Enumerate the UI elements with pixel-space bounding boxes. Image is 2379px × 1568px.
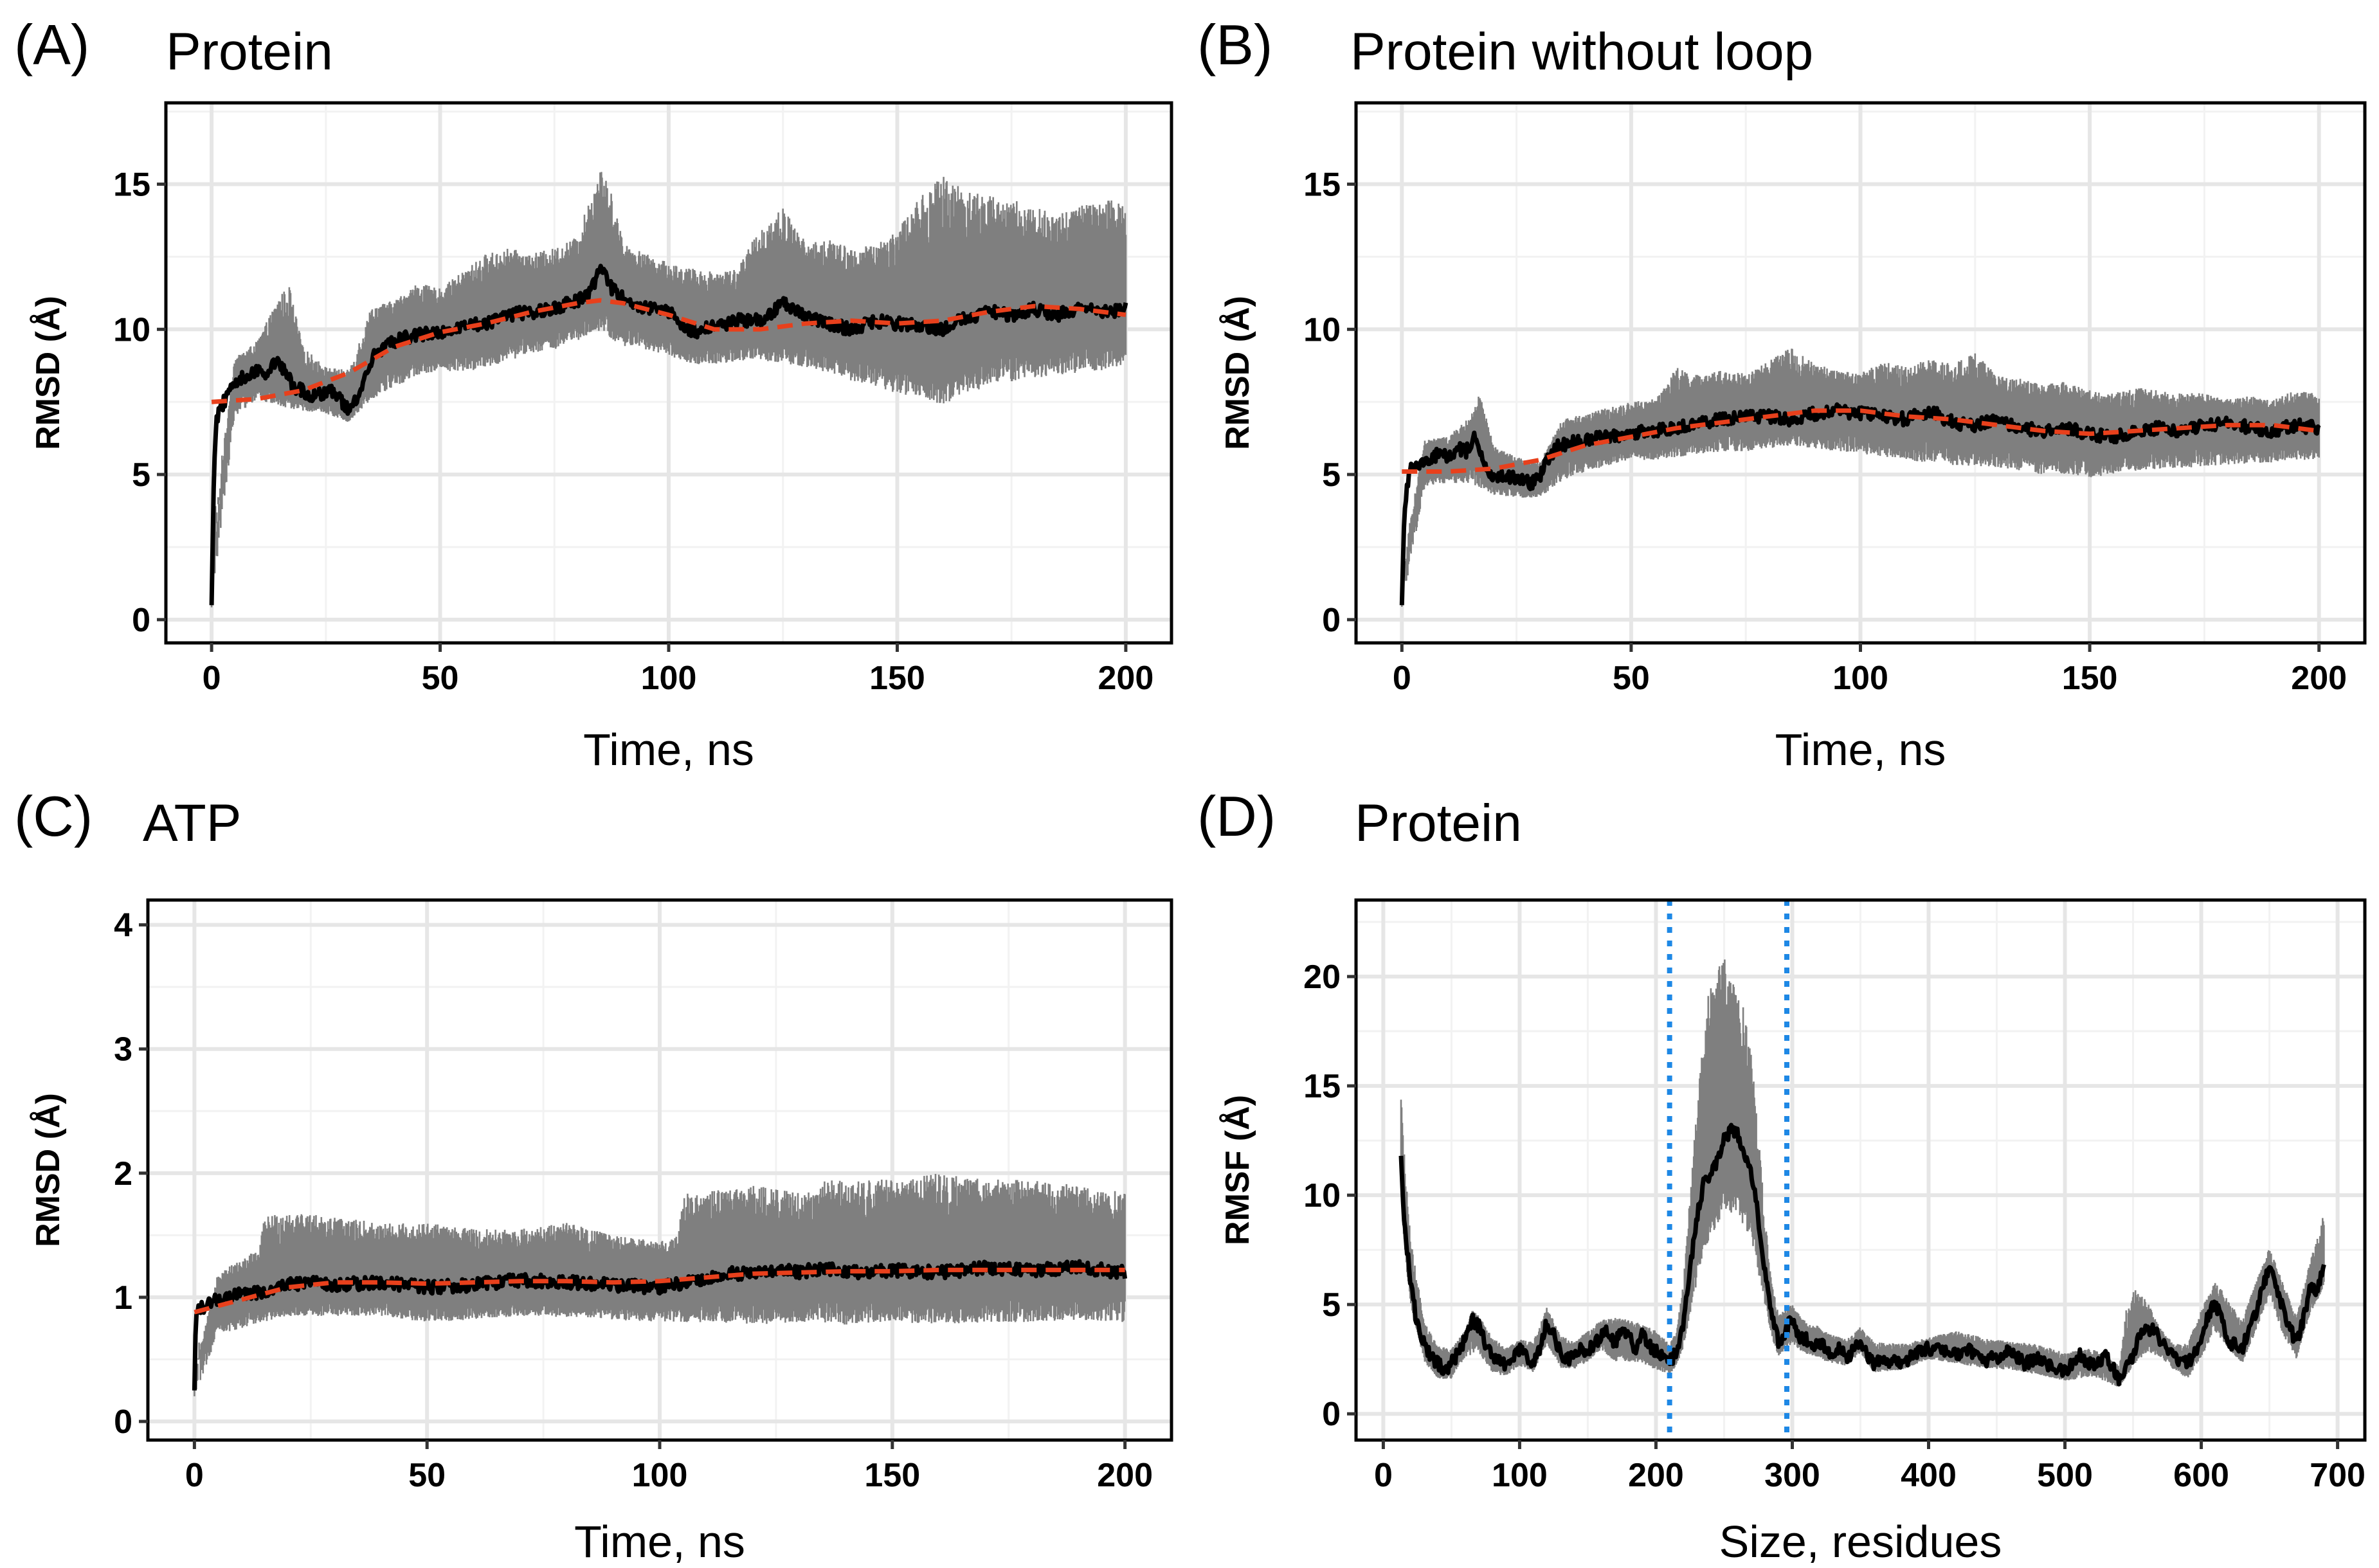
spread-band — [1400, 959, 2325, 1387]
y-tick-label: 10 — [1303, 1177, 1341, 1214]
plot-area — [192, 1174, 1128, 1396]
panel-title: Protein — [166, 23, 333, 81]
y-tick-label: 1 — [114, 1279, 132, 1317]
x-axis-title: Size, residues — [1719, 1517, 2002, 1567]
fit-line — [1402, 408, 2320, 474]
y-axis-title: RMSF (Å) — [1219, 1095, 1256, 1245]
plot-area — [1398, 900, 2326, 1440]
mean-line — [1398, 1122, 2326, 1387]
panel-letter: (B) — [1197, 13, 1272, 77]
x-tick-label: 150 — [2062, 660, 2118, 697]
plot-area — [1399, 348, 2321, 607]
y-tick-label: 0 — [1322, 602, 1341, 639]
plot-area — [209, 172, 1128, 608]
x-axis-title: Time, ns — [583, 725, 754, 775]
x-tick-label: 100 — [641, 660, 697, 697]
panel-letter: (A) — [14, 13, 89, 77]
x-tick-label: 100 — [632, 1457, 688, 1494]
x-axis-title: Time, ns — [574, 1517, 745, 1567]
y-axis-title: RMSD (Å) — [30, 1093, 67, 1247]
y-tick-label: 10 — [1303, 311, 1341, 348]
y-tick-label: 4 — [114, 907, 132, 944]
x-tick-label: 50 — [408, 1457, 446, 1494]
x-tick-label: 150 — [864, 1457, 920, 1494]
y-tick-label: 15 — [1303, 1068, 1341, 1105]
grid — [148, 900, 1171, 1440]
y-tick-label: 0 — [114, 1403, 132, 1441]
panel-title: Protein — [1355, 794, 1522, 852]
x-tick-label: 0 — [203, 660, 221, 697]
y-tick-label: 15 — [113, 166, 150, 203]
x-tick-label: 0 — [1393, 660, 1411, 697]
x-tick-label: 200 — [2291, 660, 2347, 697]
y-tick-label: 2 — [114, 1155, 132, 1193]
x-tick-label: 700 — [2310, 1457, 2365, 1494]
x-axis-title: Time, ns — [1775, 725, 1946, 775]
plot-frame — [1354, 898, 2367, 1442]
x-tick-label: 200 — [1628, 1457, 1684, 1494]
y-tick-label: 0 — [132, 602, 150, 639]
x-tick-label: 600 — [2173, 1457, 2229, 1494]
x-tick-label: 500 — [2037, 1457, 2093, 1494]
panel-c: (C) ATP 0 50 100 150 200 0 1 2 3 4 Time, ns RMSD (Å) — [14, 784, 1173, 1567]
panel-letter: (D) — [1197, 784, 1276, 848]
x-tick-label: 200 — [1097, 1457, 1153, 1494]
x-tick-label: 0 — [1374, 1457, 1393, 1494]
x-tick-label: 300 — [1764, 1457, 1820, 1494]
x-tick-label: 150 — [869, 660, 925, 697]
y-tick-label: 10 — [113, 311, 150, 348]
x-tick-label: 100 — [1832, 660, 1888, 697]
x-tick-label: 50 — [422, 660, 459, 697]
x-tick-label: 200 — [1098, 660, 1154, 697]
panel-a: (A) Protein 0 50 100 150 200 0 5 10 15 Time, ns RMSD… — [14, 13, 1173, 775]
y-tick-label: 5 — [1322, 456, 1341, 494]
y-tick-label: 15 — [1303, 166, 1341, 203]
panel-title: Protein without loop — [1350, 23, 1813, 81]
y-axis-title: RMSD (Å) — [30, 296, 67, 450]
y-tick-label: 20 — [1303, 959, 1341, 996]
panel-letter: (C) — [14, 784, 93, 848]
x-tick-label: 100 — [1492, 1457, 1548, 1494]
y-tick-label: 3 — [114, 1031, 132, 1068]
grid — [1356, 103, 2365, 643]
fit-line — [211, 298, 1126, 404]
fit-line — [194, 1267, 1125, 1315]
y-tick-label: 5 — [132, 456, 150, 494]
panel-d: (D) Protein 0 100 200 300 400 500 600 700 0 5 10 15 20… — [1197, 784, 2367, 1567]
mean-line — [192, 1259, 1128, 1391]
y-tick-label: 5 — [1322, 1286, 1341, 1324]
x-tick-label: 50 — [1613, 660, 1650, 697]
panel-title: ATP — [143, 794, 241, 852]
y-axis-title: RMSD (Å) — [1219, 296, 1256, 450]
x-tick-label: 0 — [185, 1457, 204, 1494]
y-tick-label: 0 — [1322, 1396, 1341, 1433]
x-tick-label: 400 — [1901, 1457, 1957, 1494]
panel-b: (B) Protein without loop 0 50 100 150 200 0 5 10 1… — [1197, 13, 2367, 775]
